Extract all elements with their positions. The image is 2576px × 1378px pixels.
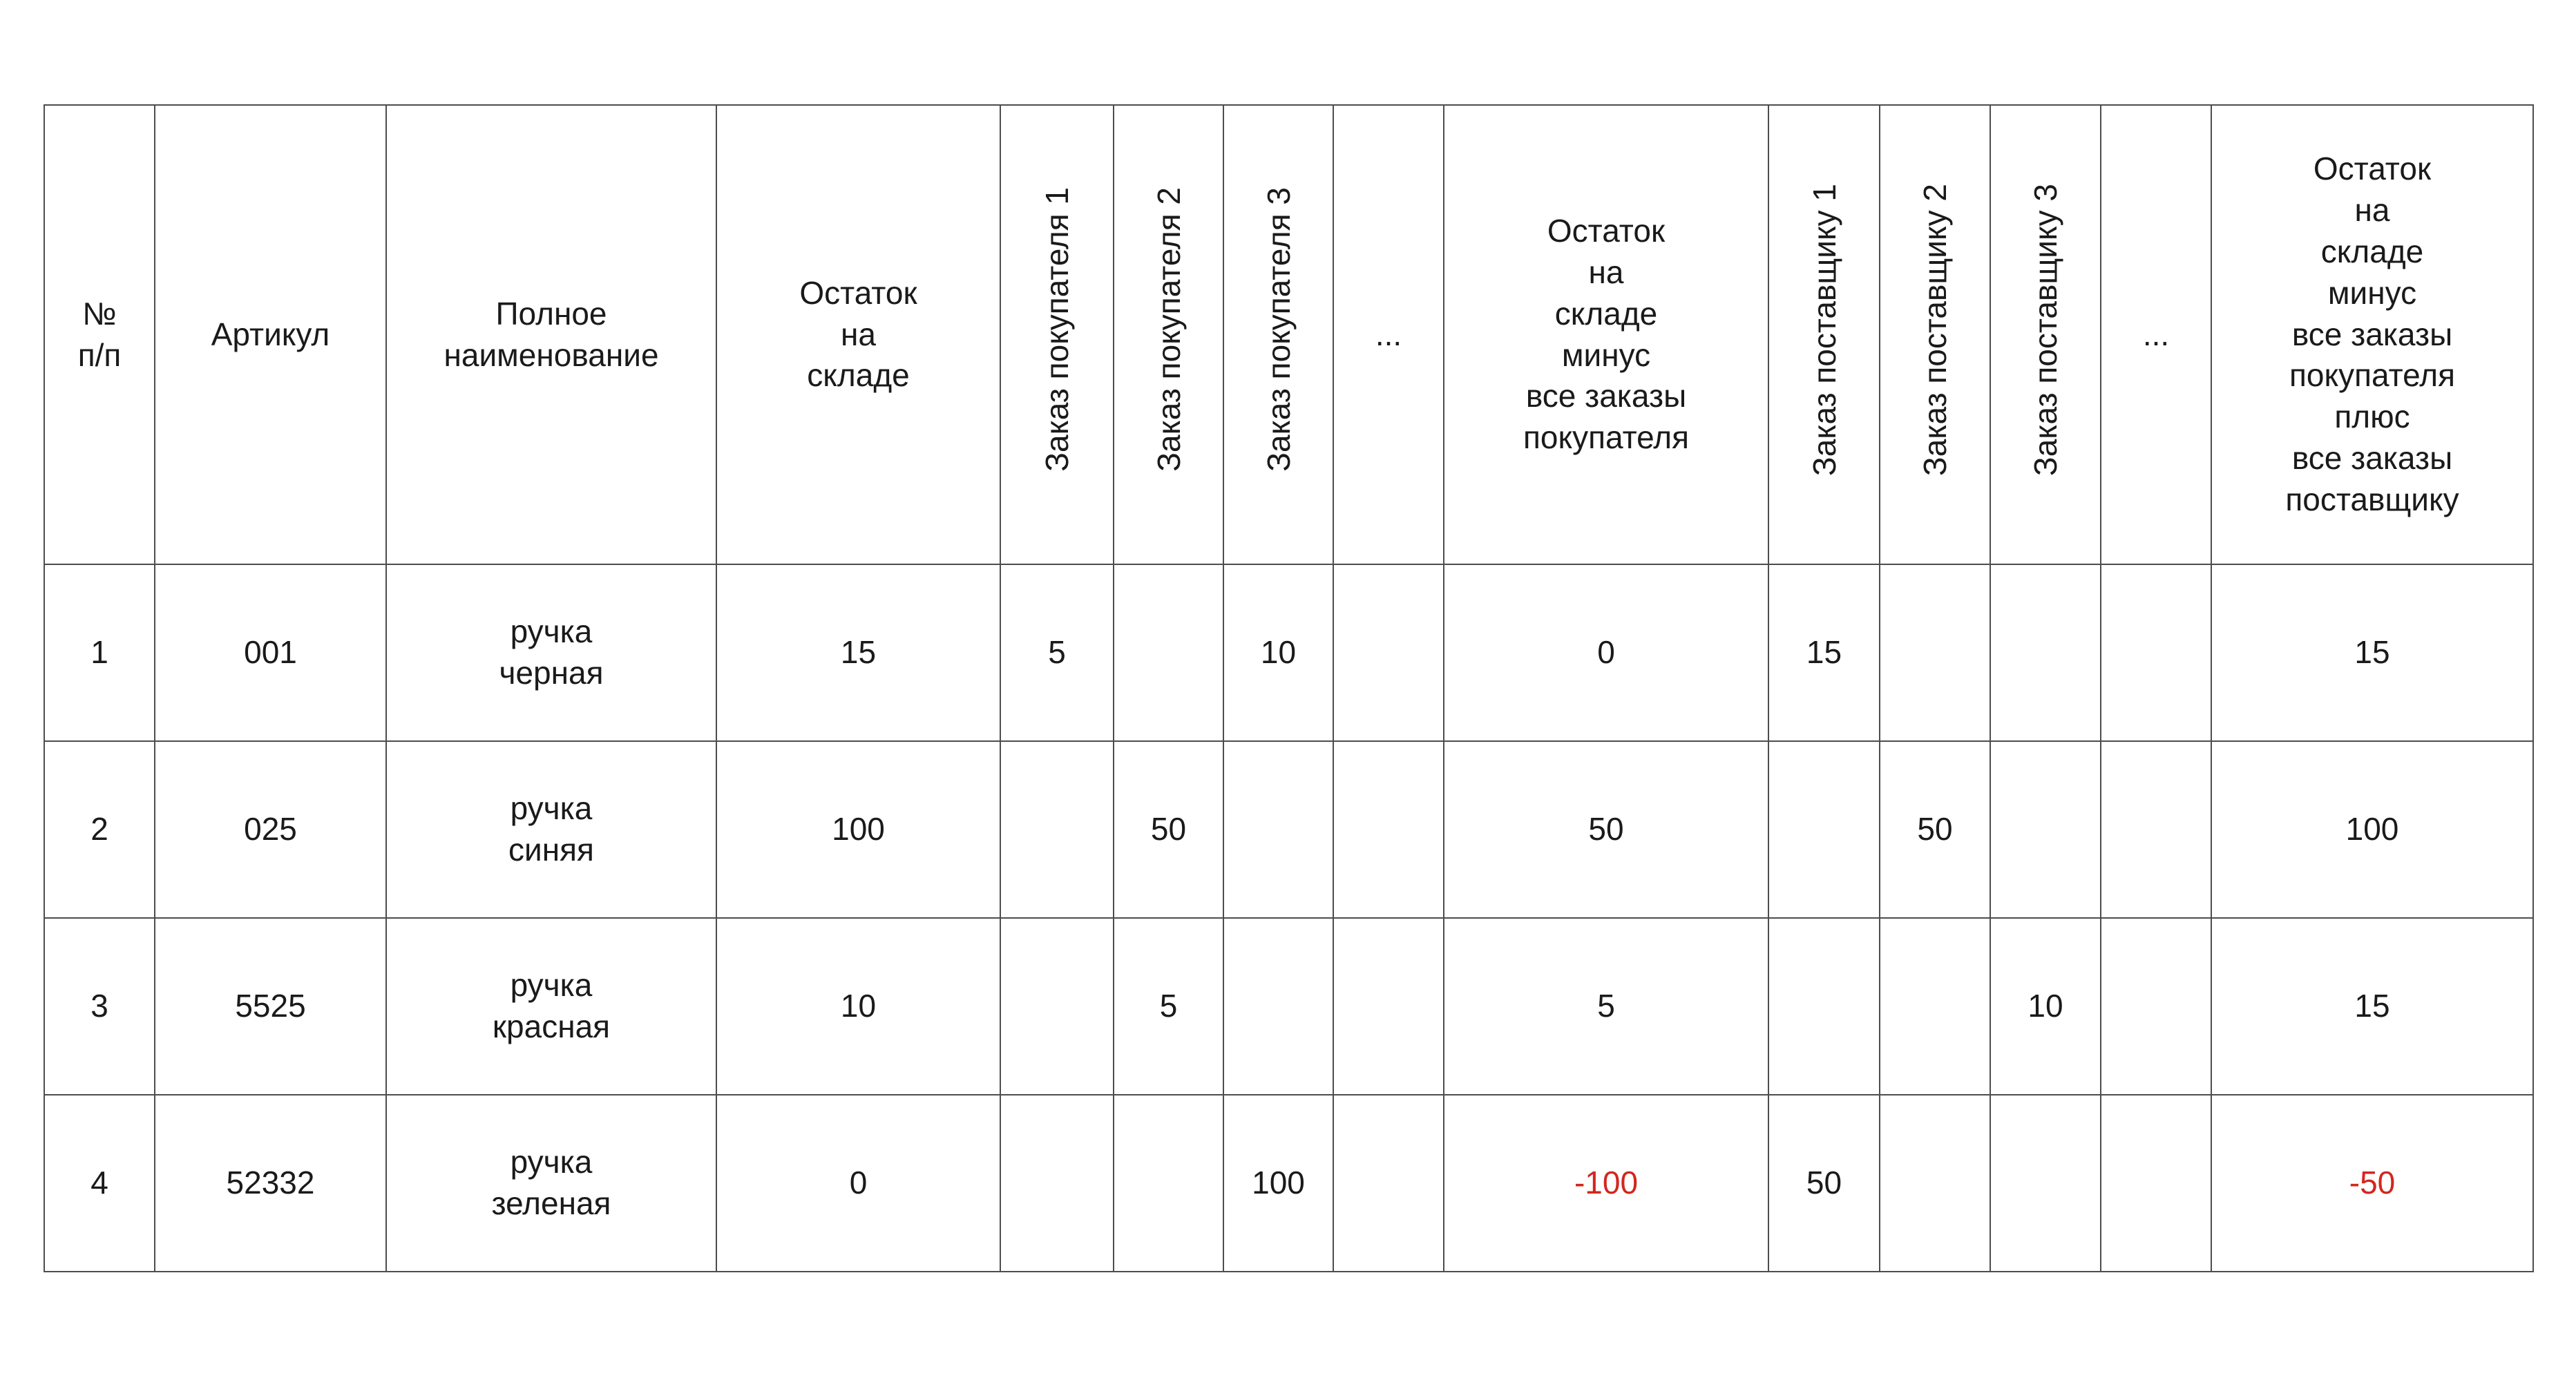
r4-buyer2 xyxy=(1113,1094,1224,1272)
r4-supplier3 xyxy=(1990,1094,2101,1272)
r3-dots-buyers xyxy=(1333,917,1444,1095)
header-ellipsis-buyers: ... xyxy=(1333,104,1444,565)
header-supplier-order-3-label: Заказ поставщику 3 xyxy=(2028,183,2063,476)
r4-supplier2 xyxy=(1879,1094,1991,1272)
r4-buyer3: 100 xyxy=(1223,1094,1334,1272)
table-row: 1 001 ручка черная 15 5 10 0 15 15 xyxy=(44,564,2534,742)
r4-stock-minus: -100 xyxy=(1443,1094,1769,1272)
r3-num: 3 xyxy=(44,917,155,1095)
r1-supplier3 xyxy=(1990,564,2101,742)
r3-final: 15 xyxy=(2211,917,2534,1095)
header-supplier-order-2-label: Заказ поставщику 2 xyxy=(1917,183,1953,476)
header-supplier-order-1-label: Заказ поставщику 1 xyxy=(1806,183,1842,476)
header-supplier-order-1: Заказ поставщику 1 xyxy=(1768,104,1880,565)
header-stock: Остаток на складе xyxy=(716,104,1001,565)
r2-stock-minus: 50 xyxy=(1443,740,1769,919)
r3-name: ручка красная xyxy=(385,917,717,1095)
r1-num: 1 xyxy=(44,564,155,742)
header-sku: Артикул xyxy=(154,104,387,565)
r3-sku: 5525 xyxy=(154,917,387,1095)
r1-dots-suppliers xyxy=(2100,564,2212,742)
header-buyer-order-3-label: Заказ покупателя 3 xyxy=(1260,187,1297,472)
header-buyer-order-1-label: Заказ покупателя 1 xyxy=(1039,187,1075,472)
r2-supplier3 xyxy=(1990,740,2101,919)
r3-supplier1 xyxy=(1768,917,1880,1095)
r3-buyer3 xyxy=(1223,917,1334,1095)
r1-supplier1: 15 xyxy=(1768,564,1880,742)
header-buyer-order-1: Заказ покупателя 1 xyxy=(1000,104,1114,565)
r4-supplier1: 50 xyxy=(1768,1094,1880,1272)
stock-orders-table: № п/п Артикул Полное наименование Остато… xyxy=(44,104,2534,1272)
r2-buyer3 xyxy=(1223,740,1334,919)
header-stock-minus-buyer-orders: Остаток на складе минус все заказы покуп… xyxy=(1443,104,1769,565)
r1-stock: 15 xyxy=(716,564,1001,742)
header-row: № п/п Артикул Полное наименование Остато… xyxy=(44,104,2534,565)
r1-buyer3: 10 xyxy=(1223,564,1334,742)
r3-stock-minus: 5 xyxy=(1443,917,1769,1095)
r3-buyer2: 5 xyxy=(1113,917,1224,1095)
r2-buyer1 xyxy=(1000,740,1114,919)
r4-sku: 52332 xyxy=(154,1094,387,1272)
header-row-number: № п/п xyxy=(44,104,155,565)
r1-stock-minus: 0 xyxy=(1443,564,1769,742)
r4-num: 4 xyxy=(44,1094,155,1272)
r1-buyer2 xyxy=(1113,564,1224,742)
r2-dots-buyers xyxy=(1333,740,1444,919)
header-product-name: Полное наименование xyxy=(385,104,717,565)
header-supplier-order-2: Заказ поставщику 2 xyxy=(1879,104,1991,565)
r3-stock: 10 xyxy=(716,917,1001,1095)
r1-sku: 001 xyxy=(154,564,387,742)
r2-sku: 025 xyxy=(154,740,387,919)
r2-buyer2: 50 xyxy=(1113,740,1224,919)
r2-name: ручка синяя xyxy=(385,740,717,919)
r1-name: ручка черная xyxy=(385,564,717,742)
r2-supplier2: 50 xyxy=(1879,740,1991,919)
r4-dots-buyers xyxy=(1333,1094,1444,1272)
header-stock-final: Остаток на складе минус все заказы покуп… xyxy=(2211,104,2534,565)
header-ellipsis-suppliers: ... xyxy=(2100,104,2212,565)
r2-num: 2 xyxy=(44,740,155,919)
r4-stock: 0 xyxy=(716,1094,1001,1272)
r3-buyer1 xyxy=(1000,917,1114,1095)
r1-buyer1: 5 xyxy=(1000,564,1114,742)
table-row: 3 5525 ручка красная 10 5 5 10 15 xyxy=(44,917,2534,1095)
table-row: 2 025 ручка синяя 100 50 50 50 100 xyxy=(44,740,2534,919)
r4-name: ручка зеленая xyxy=(385,1094,717,1272)
header-buyer-order-2-label: Заказ покупателя 2 xyxy=(1150,187,1187,472)
r2-final: 100 xyxy=(2211,740,2534,919)
r2-stock: 100 xyxy=(716,740,1001,919)
r1-final: 15 xyxy=(2211,564,2534,742)
r3-supplier3: 10 xyxy=(1990,917,2101,1095)
r4-buyer1 xyxy=(1000,1094,1114,1272)
r1-dots-buyers xyxy=(1333,564,1444,742)
header-supplier-order-3: Заказ поставщику 3 xyxy=(1990,104,2101,565)
r2-supplier1 xyxy=(1768,740,1880,919)
table-row: 4 52332 ручка зеленая 0 100 -100 50 -50 xyxy=(44,1094,2534,1272)
r4-dots-suppliers xyxy=(2100,1094,2212,1272)
header-buyer-order-3: Заказ покупателя 3 xyxy=(1223,104,1334,565)
r3-supplier2 xyxy=(1879,917,1991,1095)
r1-supplier2 xyxy=(1879,564,1991,742)
r3-dots-suppliers xyxy=(2100,917,2212,1095)
header-buyer-order-2: Заказ покупателя 2 xyxy=(1113,104,1224,565)
r2-dots-suppliers xyxy=(2100,740,2212,919)
r4-final: -50 xyxy=(2211,1094,2534,1272)
